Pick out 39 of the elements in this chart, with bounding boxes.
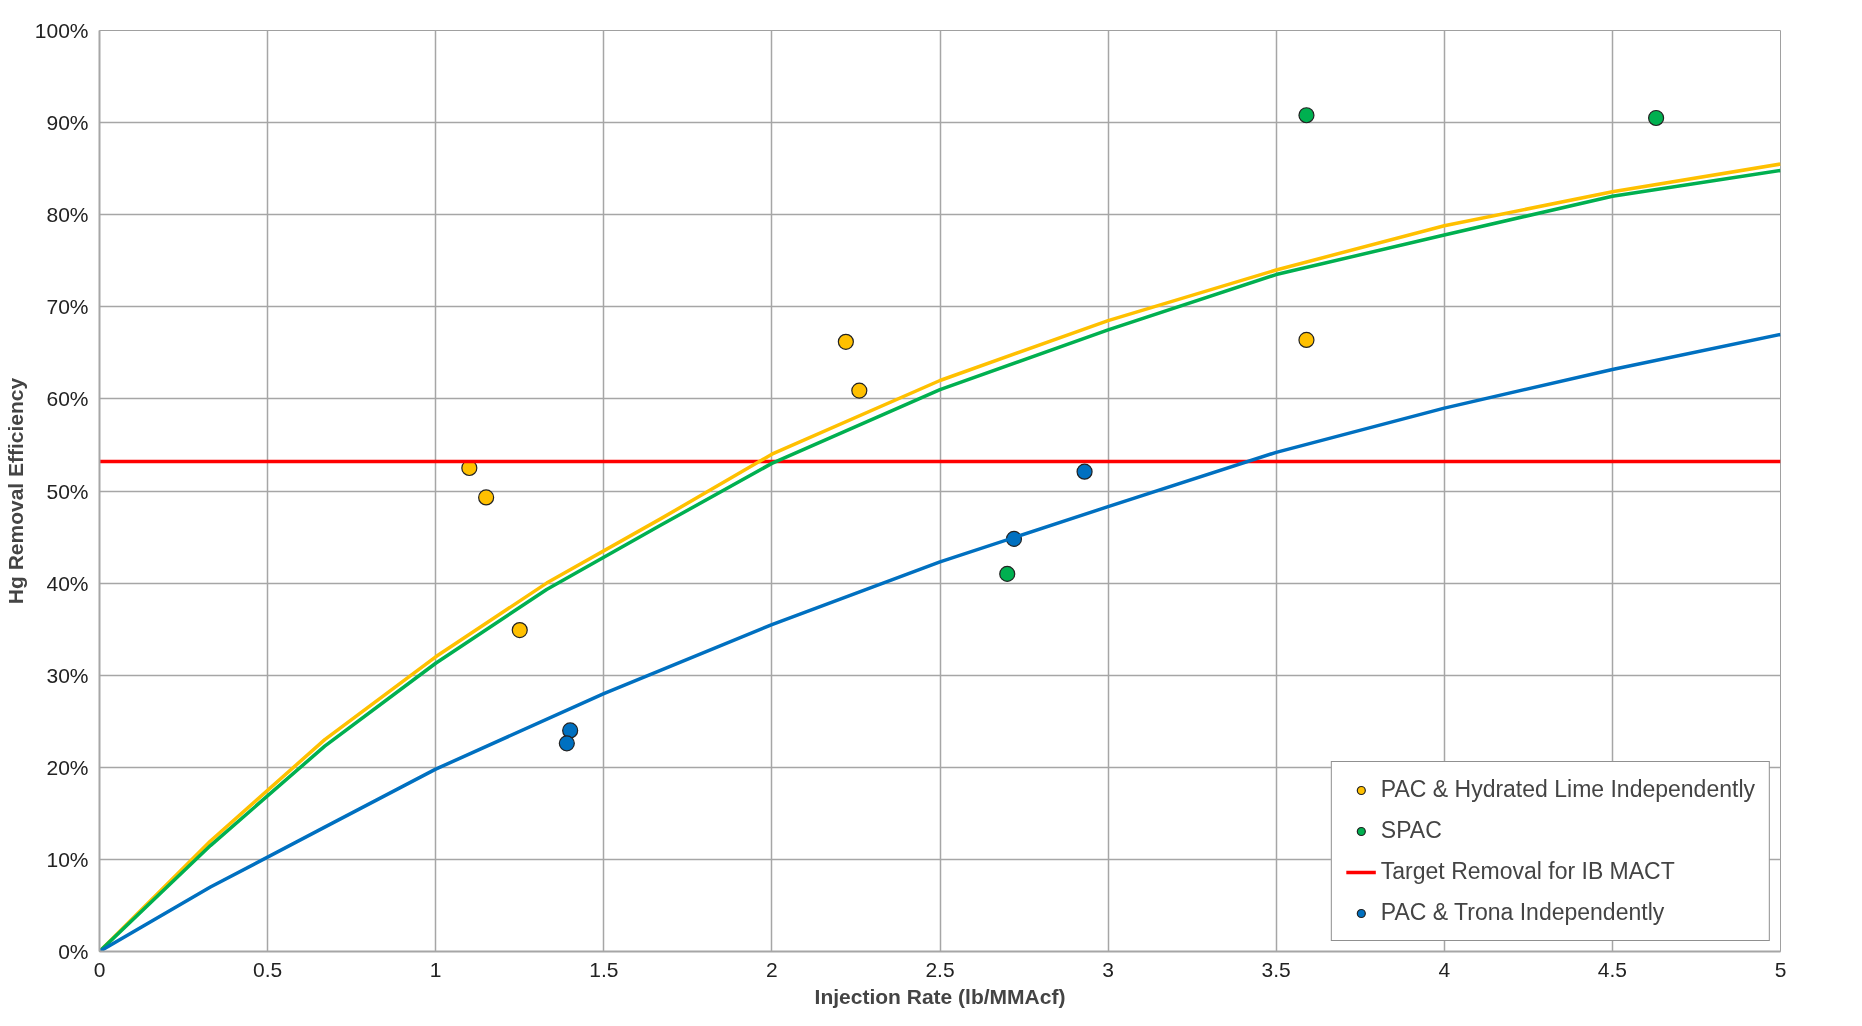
- y-tick-label: 90%: [46, 111, 89, 135]
- x-tick-label: 1.5: [589, 957, 619, 981]
- point: [1298, 107, 1315, 124]
- x-tick-label: 5: [1774, 957, 1787, 981]
- x-tick-label: 4: [1438, 957, 1451, 981]
- point: [1076, 463, 1093, 480]
- x-tick-label: 1: [429, 957, 442, 981]
- point: [1298, 331, 1315, 349]
- x-tick-label: 4.5: [1597, 957, 1628, 981]
- y-tick-label: 0%: [58, 940, 89, 963]
- y-tick-label: 60%: [46, 387, 89, 411]
- legend-label: PAC & Hydrated Lime Independently: [1380, 776, 1755, 803]
- legend-label: Target Removal for IB MACT: [1380, 858, 1675, 885]
- y-tick-label: 70%: [46, 295, 89, 319]
- y-tick-label: 50%: [46, 479, 89, 503]
- y-tick-label: 80%: [46, 203, 89, 227]
- point: [511, 621, 528, 639]
- y-tick-label: 100%: [34, 19, 89, 42]
- x-tick-label: 0: [93, 957, 106, 981]
- point: [999, 565, 1016, 582]
- x-tick-label: 2: [766, 957, 778, 981]
- legend-label: SPAC: [1380, 817, 1442, 844]
- point: [478, 489, 495, 506]
- point: [558, 735, 575, 752]
- point: [851, 382, 868, 399]
- x-tick-label: 3: [1102, 957, 1114, 981]
- y-tick-label: 20%: [46, 755, 89, 779]
- x-tick-label: 0.5: [253, 957, 283, 981]
- y-axis-title: Hg Removal Efficiency: [3, 377, 27, 605]
- x-tick-label: 2.5: [925, 957, 955, 981]
- point: [1648, 109, 1665, 127]
- y-tick-label: 10%: [46, 847, 89, 871]
- x-tick-label: 3.5: [1261, 957, 1291, 981]
- point: [837, 333, 854, 350]
- x-axis-title: Injection Rate (lb/MMAcf): [814, 984, 1066, 1008]
- y-tick-label: 30%: [46, 663, 89, 687]
- point: [562, 722, 579, 739]
- y-tick-label: 40%: [46, 571, 89, 595]
- legend-label: PAC & Trona Independently: [1380, 899, 1665, 926]
